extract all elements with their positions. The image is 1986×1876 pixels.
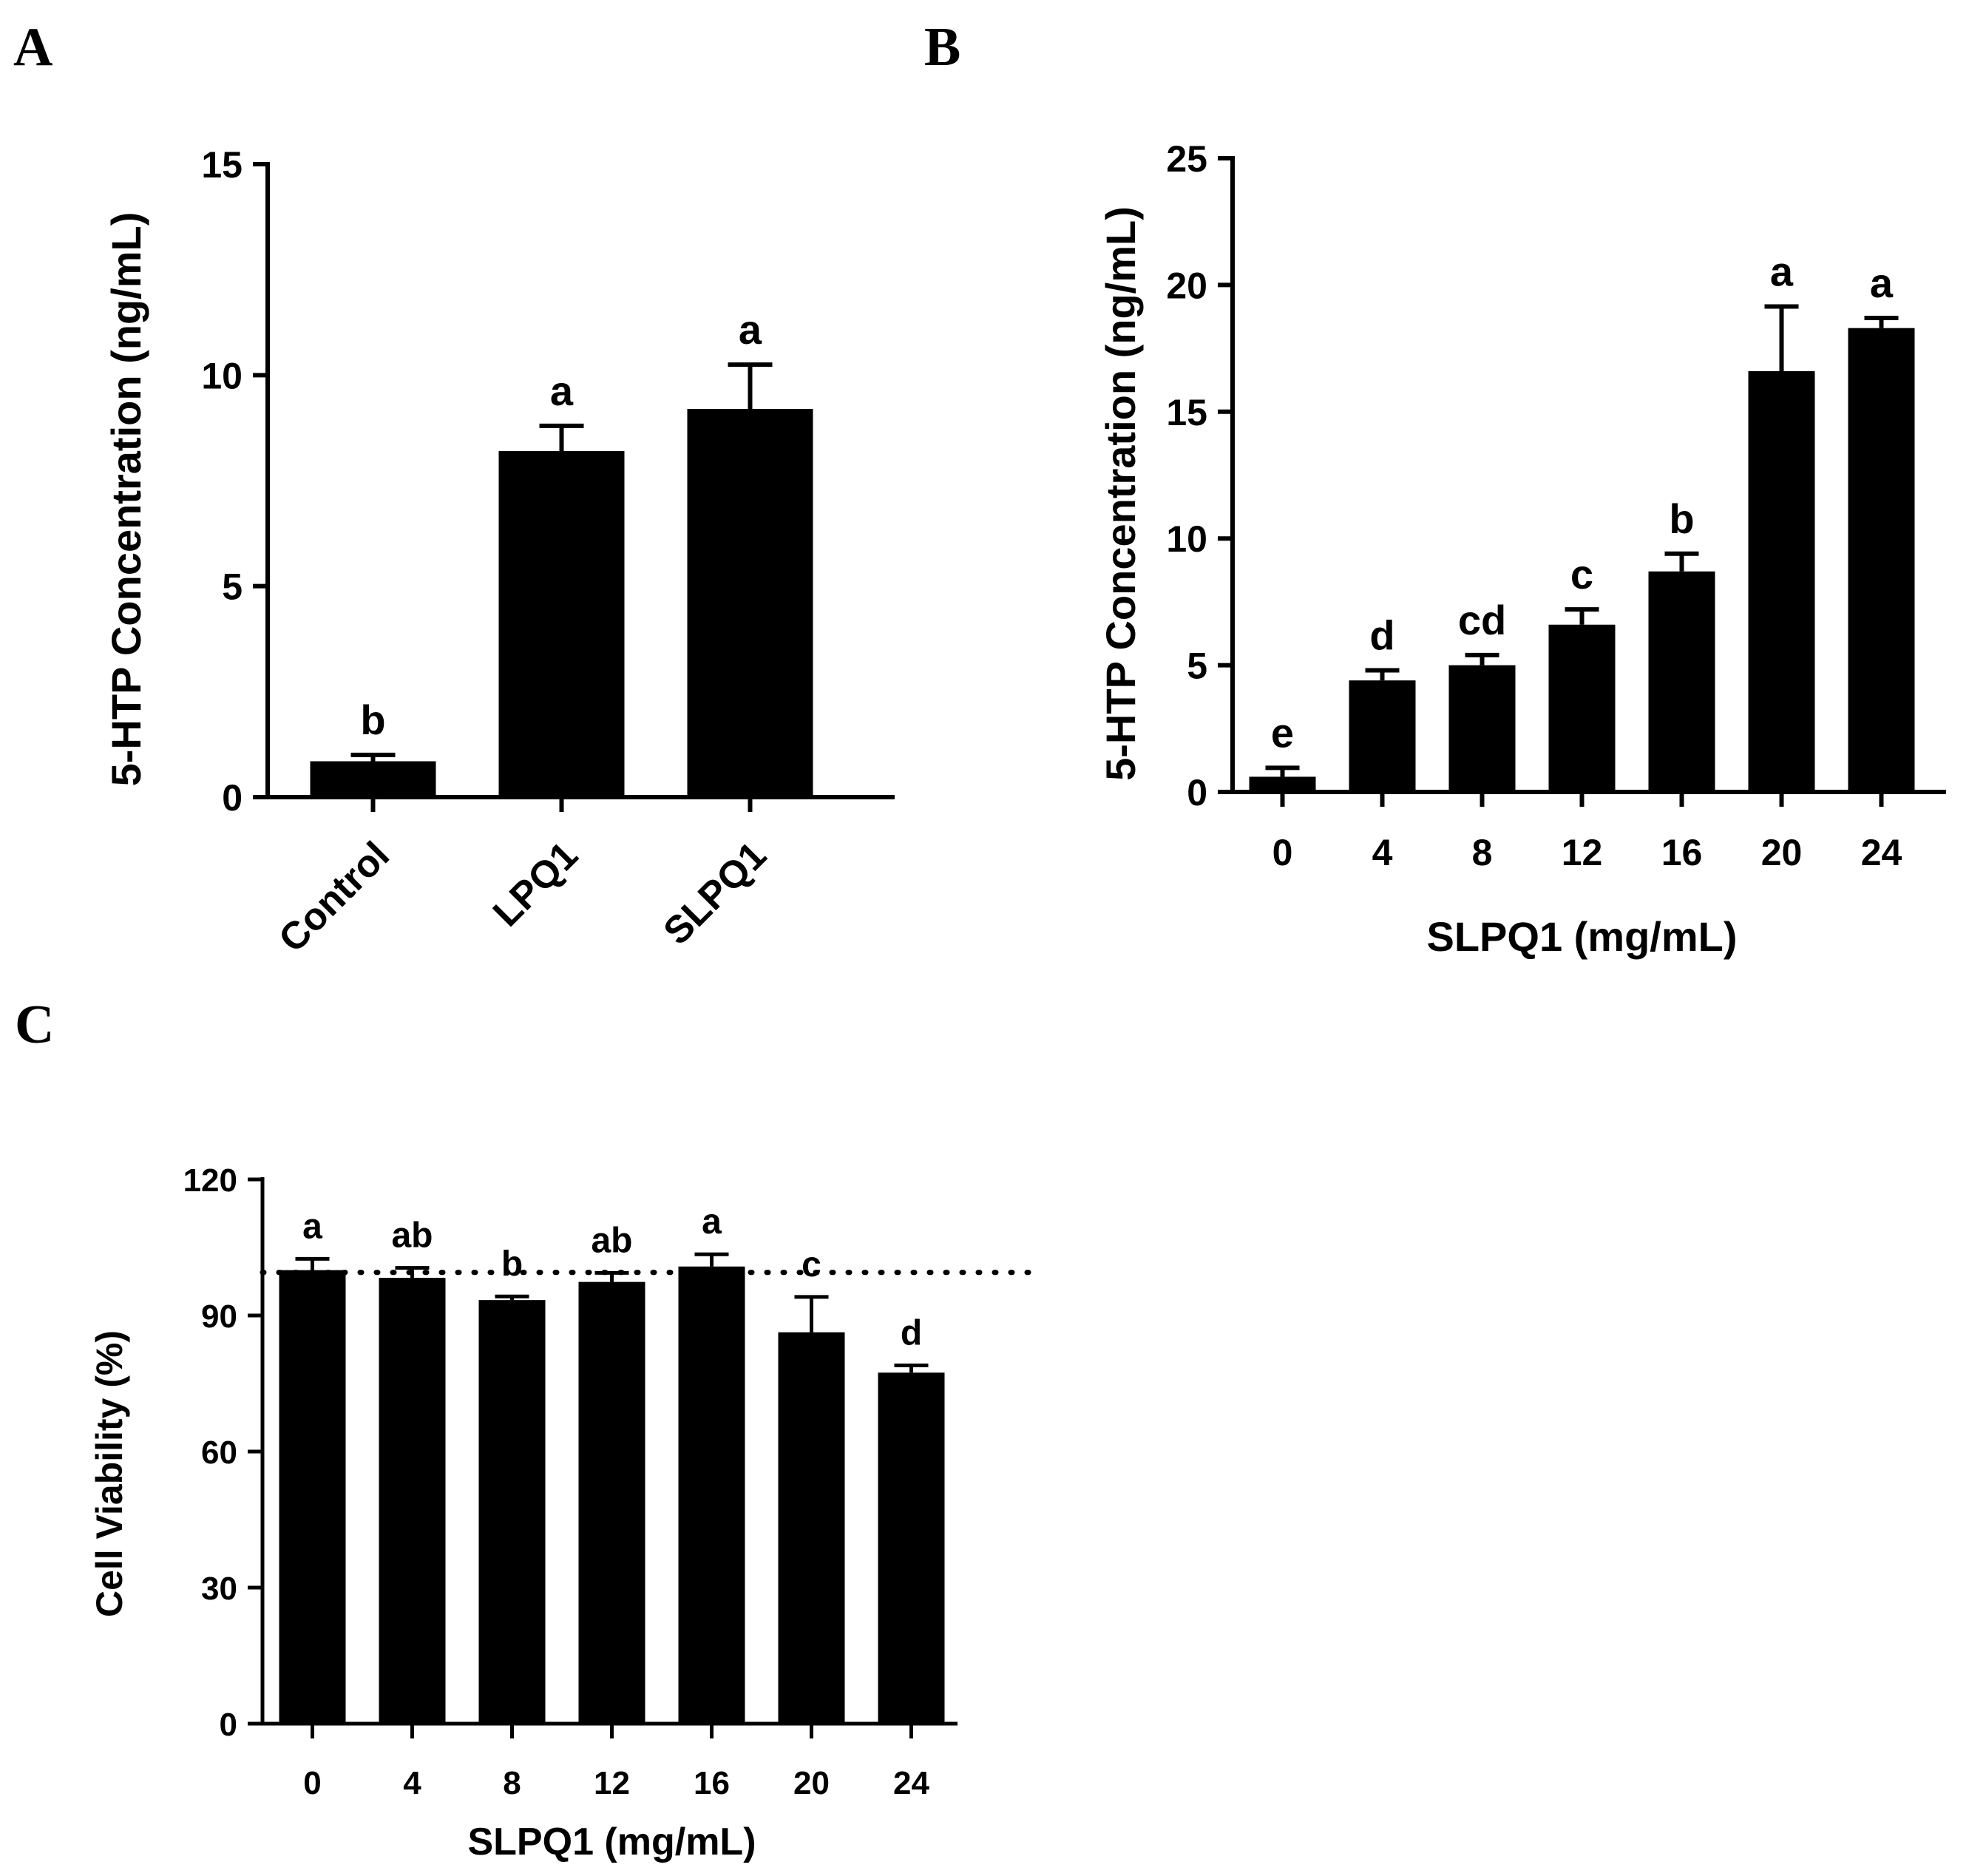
- y-tick-label: 0: [1187, 772, 1207, 813]
- x-tick-label: 8: [503, 1765, 521, 1801]
- panel-letter-c: C: [15, 995, 54, 1055]
- x-tick-label: 20: [793, 1765, 830, 1801]
- significance-label: ab: [391, 1216, 433, 1256]
- bar-16: [1648, 571, 1715, 792]
- x-tick-label: 24: [1861, 832, 1902, 873]
- y-axis-title: Cell Viability (%): [89, 1330, 130, 1617]
- y-tick-label: 10: [1166, 518, 1207, 560]
- y-tick-label: 15: [201, 144, 243, 186]
- x-tick-label: 4: [403, 1765, 421, 1801]
- x-tick-label: SLPQ1: [655, 833, 775, 953]
- bar-control: [310, 761, 436, 797]
- x-tick-label: 16: [694, 1765, 730, 1801]
- y-tick-label: 0: [222, 777, 243, 819]
- significance-label: a: [550, 368, 574, 414]
- y-axis-title: 5-HTP Concentration (ng/mL): [103, 212, 149, 787]
- chart-panel-b: e d cd c b a a 0 5 10 15 20 25 0 4 8 12 16 20 24 5-HTP Conce…: [1097, 138, 1946, 960]
- panel-letter-b: B: [924, 17, 960, 78]
- x-tick-label: 12: [1562, 832, 1603, 873]
- y-tick-label: 5: [222, 566, 243, 608]
- significance-label: a: [302, 1207, 322, 1246]
- x-axis-title: SLPQ1 (mg/mL): [467, 1821, 756, 1863]
- bar-8: [478, 1300, 546, 1724]
- y-tick-label: 0: [220, 1707, 237, 1743]
- significance-label: e: [1271, 709, 1294, 756]
- significance-label: c: [801, 1245, 821, 1284]
- bar-24: [878, 1372, 945, 1724]
- significance-label: ab: [591, 1221, 632, 1260]
- y-axis-title: 5-HTP Concentration (ng/mL): [1097, 206, 1144, 781]
- y-tick-label: 90: [201, 1298, 237, 1335]
- chart-panel-a: b a a 0 5 10 15 Control LPQ1 SLPQ1 5-HTP Concentra…: [103, 144, 895, 961]
- bar-12: [578, 1281, 645, 1724]
- chart-panel-c: a ab b ab a c d 0 30 60 90 120 0 4 8 12 16 20 24 Cell Viabi…: [89, 1162, 1034, 1863]
- significance-label: c: [1570, 551, 1593, 597]
- bar-20: [778, 1332, 845, 1724]
- significance-label: b: [360, 697, 385, 743]
- y-tick-label: 20: [1166, 265, 1207, 306]
- bar-0: [1249, 776, 1316, 792]
- y-tick-label: 10: [201, 355, 243, 396]
- y-tick-label: 25: [1166, 138, 1207, 180]
- y-tick-label: 15: [1166, 392, 1207, 433]
- bar-16: [678, 1266, 745, 1724]
- x-tick-label: 16: [1661, 832, 1703, 873]
- bar-12: [1548, 624, 1616, 792]
- x-tick-label: 12: [594, 1765, 630, 1801]
- bar-4: [379, 1278, 446, 1724]
- bar-lpq1: [498, 451, 625, 797]
- panel-letter-a: A: [13, 17, 52, 78]
- x-tick-label: 0: [1272, 832, 1293, 873]
- y-tick-label: 60: [201, 1435, 237, 1471]
- significance-label: d: [901, 1313, 922, 1352]
- x-tick-label: 4: [1372, 832, 1393, 873]
- significance-label: d: [1369, 612, 1394, 658]
- significance-label: b: [501, 1245, 523, 1284]
- x-axis-title: SLPQ1 (mg/mL): [1426, 913, 1737, 960]
- y-tick-label: 120: [183, 1162, 237, 1199]
- x-tick-label: 8: [1472, 832, 1493, 873]
- x-tick-label: 0: [303, 1765, 321, 1801]
- y-tick-label: 5: [1187, 646, 1207, 687]
- significance-label: a: [1870, 260, 1894, 306]
- bar-slpq1: [687, 408, 813, 797]
- x-tick-label: 24: [893, 1765, 929, 1801]
- x-tick-label: LPQ1: [485, 833, 586, 935]
- significance-label: a: [1770, 248, 1794, 295]
- bar-24: [1848, 328, 1915, 792]
- y-tick-label: 30: [201, 1571, 237, 1607]
- bar-4: [1349, 680, 1416, 792]
- x-tick-label: 20: [1761, 832, 1803, 873]
- significance-label: cd: [1458, 597, 1506, 643]
- significance-label: b: [1669, 495, 1694, 542]
- bar-20: [1748, 370, 1815, 792]
- x-tick-label: Control: [271, 833, 398, 961]
- bar-8: [1448, 665, 1516, 792]
- significance-label: a: [739, 306, 762, 353]
- bar-0: [279, 1270, 346, 1724]
- significance-label: a: [702, 1202, 722, 1242]
